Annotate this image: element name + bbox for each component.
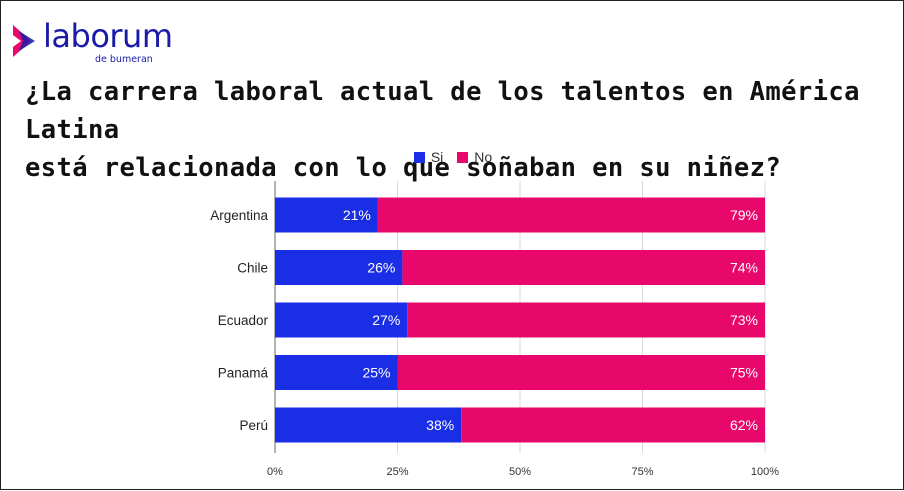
data-label: 74% [730, 260, 758, 276]
x-tick-label: 0% [267, 466, 283, 478]
bar-si [275, 355, 398, 390]
category-label: Perú [239, 418, 268, 433]
bar-si [275, 250, 403, 285]
data-label: 38% [426, 417, 454, 433]
data-label: 75% [730, 365, 758, 381]
bar-si [275, 197, 378, 233]
bar-no [377, 197, 765, 233]
data-label: 73% [730, 312, 758, 328]
category-label: Ecuador [218, 313, 269, 328]
chart-title-line-1: ¿La carrera laboral actual de los talent… [25, 77, 860, 145]
legend-label-no: No [474, 149, 493, 165]
data-label: 26% [367, 260, 395, 276]
chart-title: ¿La carrera laboral actual de los talent… [25, 73, 895, 187]
bar-si [275, 302, 408, 338]
data-label: 79% [730, 207, 758, 223]
legend-swatch-si [413, 151, 425, 163]
data-label: 62% [730, 417, 758, 433]
bar-no [402, 250, 765, 285]
chart-legend: Si No [1, 149, 904, 165]
legend-swatch-no [457, 151, 469, 163]
x-tick-label: 50% [509, 466, 531, 478]
bar-no [461, 407, 765, 443]
bar-si [275, 407, 462, 443]
legend-item-no: No [457, 149, 492, 165]
category-label: Panamá [218, 366, 269, 381]
laborum-chevron-icon [13, 25, 35, 57]
legend-item-si: Si [413, 149, 444, 165]
category-label: Chile [237, 261, 268, 276]
data-label: 25% [362, 365, 390, 381]
x-tick-label: 100% [751, 466, 779, 478]
legend-label-si: Si [430, 149, 444, 165]
logo-wordmark: laborum [43, 17, 173, 55]
laborum-logo: laborum de bumeran [9, 17, 209, 65]
bar-no [407, 302, 765, 338]
x-tick-label: 75% [631, 466, 653, 478]
chart-title-line-2: está relacionada con lo que soñaban en s… [25, 153, 782, 183]
logo-tagline: de bumeran [95, 54, 153, 65]
x-tick-label: 25% [386, 466, 408, 478]
bar-no [397, 355, 765, 390]
category-label: Argentina [210, 208, 268, 223]
data-label: 27% [372, 312, 400, 328]
data-label: 21% [343, 207, 371, 223]
